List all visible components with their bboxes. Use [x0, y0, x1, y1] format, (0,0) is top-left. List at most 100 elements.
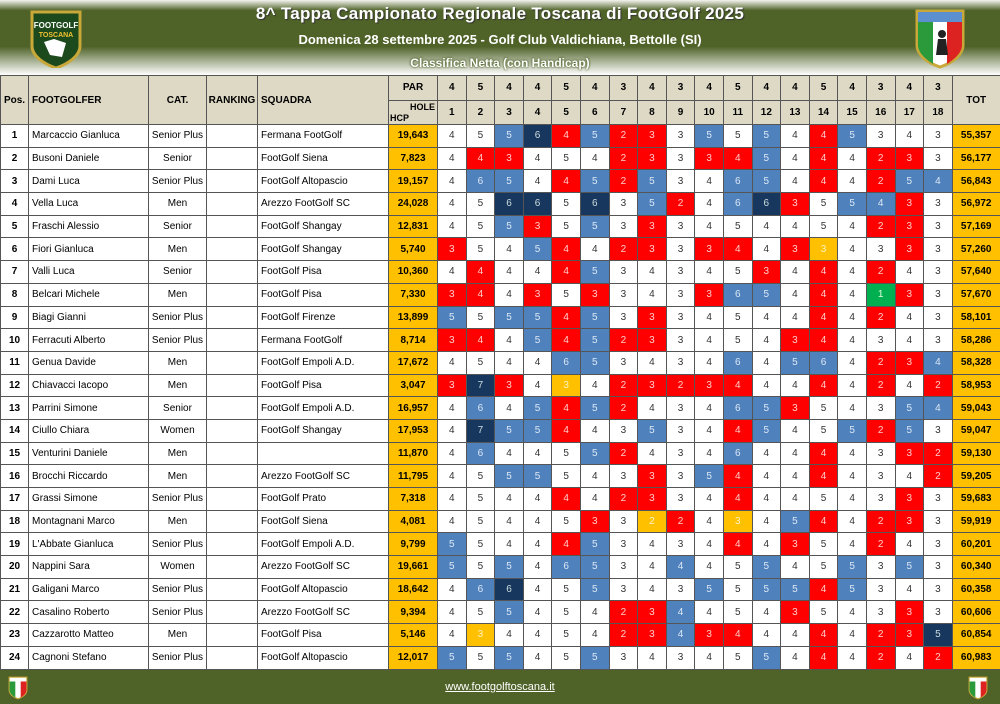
position: 5 [0, 214, 29, 239]
player-name: Vella Luca [28, 192, 149, 216]
hole-score: 5 [722, 555, 753, 579]
hole-score: 4 [437, 214, 467, 239]
footgolf-toscana-logo: FOOTGOLF TOSCANA [30, 10, 82, 68]
handicap: 10,360 [388, 260, 438, 284]
hole-score: 5 [808, 418, 839, 443]
total: 60,358 [951, 577, 1000, 602]
team: FootGolf Altopascio [257, 645, 389, 670]
hole-score: 2 [665, 509, 696, 534]
handicap: 8,714 [388, 328, 438, 352]
hole-score: 4 [751, 305, 782, 330]
hole-10: 10 [694, 99, 724, 125]
hole-score: 7 [465, 373, 496, 398]
player-name: Venturini Daniele [28, 441, 149, 466]
team: Arezzo FootGolf SC [257, 464, 389, 488]
hole-score: 4 [894, 373, 925, 398]
handicap: 7,318 [388, 487, 438, 511]
hole-score: 3 [608, 645, 639, 670]
hole-score: 4 [694, 509, 724, 534]
handicap: 19,643 [388, 124, 438, 148]
table-row: 19 L'Abbate Gianluca Senior Plus FootGolf E… [0, 532, 1000, 557]
hole-score: 4 [437, 623, 467, 647]
hole-score: 5 [579, 169, 610, 194]
total: 59,130 [951, 441, 1000, 466]
hole-score: 5 [808, 487, 839, 511]
hole-score: 5 [465, 124, 496, 148]
total: 60,854 [951, 623, 1000, 647]
hole-11: 11 [722, 99, 753, 125]
hole-score: 4 [780, 146, 810, 171]
handicap: 19,661 [388, 555, 438, 579]
hole-score: 3 [780, 532, 810, 557]
par-4: 4 [522, 75, 553, 101]
hole-score: 3 [894, 214, 925, 239]
hole-score: 5 [808, 214, 839, 239]
table-row: 3 Dami Luca Senior Plus FootGolf Altopascio… [0, 169, 1000, 194]
hole-score: 2 [923, 645, 953, 670]
hole-score: 4 [780, 260, 810, 284]
hole-score: 4 [694, 487, 724, 511]
ranking [206, 396, 258, 420]
hole-score: 4 [751, 600, 782, 625]
hole-score: 4 [751, 373, 782, 398]
hole-score: 4 [751, 464, 782, 488]
hole-score: 5 [551, 577, 581, 602]
hole-score: 4 [522, 623, 553, 647]
hole-1: 1 [437, 99, 467, 125]
hole-score: 3 [780, 328, 810, 352]
hole-score: 5 [494, 305, 524, 330]
hole-score: 4 [522, 260, 553, 284]
hole-score: 5 [494, 214, 524, 239]
hole-score: 3 [579, 282, 610, 307]
hole-score: 5 [437, 645, 467, 670]
hole-score: 4 [780, 169, 810, 194]
total: 60,983 [951, 645, 1000, 670]
total: 55,357 [951, 124, 1000, 148]
category: Men [148, 282, 207, 307]
hole-score: 5 [465, 487, 496, 511]
category: Senior [148, 146, 207, 171]
player-name: Cagnoni Stefano [28, 645, 149, 670]
hole-score: 5 [494, 600, 524, 625]
par-3: 4 [494, 75, 524, 101]
hole-score: 5 [780, 577, 810, 602]
table-row: 18 Montagnani Marco Men FootGolf Siena 4,081… [0, 509, 1000, 534]
hole-score: 3 [637, 623, 667, 647]
hole-score: 3 [608, 192, 639, 216]
position: 7 [0, 260, 29, 284]
hole-score: 3 [923, 328, 953, 352]
hole-score: 3 [694, 623, 724, 647]
hole-score: 4 [722, 623, 753, 647]
hole-15: 15 [837, 99, 867, 125]
hole-score: 5 [722, 577, 753, 602]
hole-score: 5 [465, 600, 496, 625]
ranking [206, 418, 258, 443]
table-row: 23 Cazzarotto Matteo Men FootGolf Pisa 5,146… [0, 623, 1000, 647]
col-tot: TOT [951, 75, 1000, 125]
handicap: 9,394 [388, 600, 438, 625]
total: 58,286 [951, 328, 1000, 352]
hole-score: 5 [465, 214, 496, 239]
category: Senior [148, 260, 207, 284]
hole-score: 4 [751, 509, 782, 534]
hole-score: 6 [722, 350, 753, 375]
player-name: Galigani Marco [28, 577, 149, 602]
hole-score: 4 [722, 418, 753, 443]
hole-2: 2 [465, 99, 496, 125]
hole-score: 6 [722, 396, 753, 420]
hole-score: 5 [894, 396, 925, 420]
hole-score: 3 [608, 509, 639, 534]
hole-score: 2 [865, 260, 896, 284]
hole-score: 4 [465, 146, 496, 171]
hole-score: 5 [551, 214, 581, 239]
hole-score: 5 [551, 464, 581, 488]
hole-score: 5 [437, 305, 467, 330]
website-link[interactable]: www.footgolftoscana.it [445, 681, 555, 693]
hole-score: 3 [665, 645, 696, 670]
par-17: 4 [894, 75, 925, 101]
par-row: Pos. FOOTGOLFER CAT. RANKING SQUADRA PAR… [0, 75, 1000, 125]
hole-score: 4 [637, 555, 667, 579]
hole-score: 4 [751, 487, 782, 511]
leaderboard-table: Pos. FOOTGOLFER CAT. RANKING SQUADRA PAR… [0, 75, 1000, 670]
hole-score: 4 [579, 464, 610, 488]
